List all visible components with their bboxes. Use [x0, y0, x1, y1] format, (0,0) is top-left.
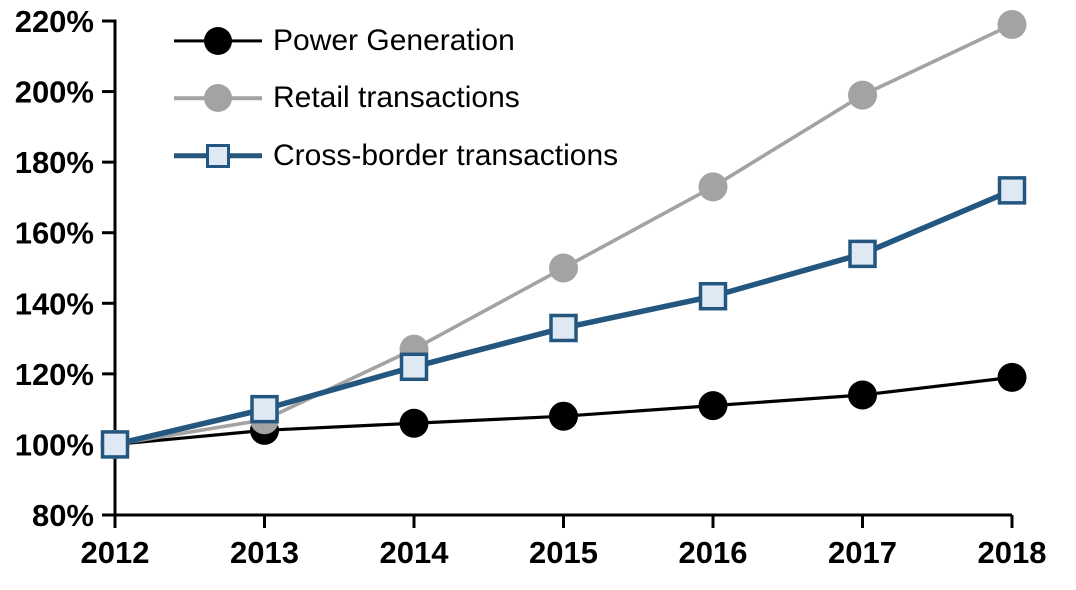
- x-tick-label: 2014: [380, 535, 450, 570]
- marker-cross-border-transactions-2015: [549, 313, 578, 343]
- marker-cross-border-transactions-2016: [698, 281, 728, 311]
- retail-transactions-line-sample: [174, 82, 262, 114]
- legend-item-retail-transactions: Retail transactions: [174, 70, 618, 128]
- marker-retail-transactions-2015: [549, 253, 578, 283]
- marker-retail-transactions-2016: [698, 172, 728, 202]
- power-generation-line-sample: [174, 25, 262, 57]
- square-marker-icon: [206, 143, 230, 168]
- marker-cross-border-transactions-2017: [848, 239, 877, 269]
- marker-cross-border-transactions-2013: [250, 394, 279, 424]
- y-tick-label: 220%: [15, 4, 94, 39]
- y-tick-label: 140%: [15, 286, 94, 321]
- x-tick-label: 2016: [679, 535, 748, 570]
- marker-power-generation-2015: [549, 401, 578, 431]
- y-tick-label: 120%: [15, 357, 94, 392]
- y-tick-label: 200%: [15, 75, 94, 110]
- x-tick-label: 2017: [828, 535, 897, 570]
- y-tick-label: 160%: [15, 216, 94, 251]
- x-tick-label: 2015: [529, 535, 598, 570]
- marker-power-generation-2017: [848, 380, 877, 410]
- legend-item-power-generation: Power Generation: [174, 12, 618, 70]
- x-tick-label: 2012: [81, 535, 150, 570]
- y-tick-label: 80%: [32, 498, 94, 533]
- marker-cross-border-transactions-2012: [100, 430, 130, 459]
- marker-cross-border-transactions-2014: [399, 352, 429, 382]
- legend-label-cross-border-transactions: Cross-border transactions: [273, 138, 619, 172]
- marker-power-generation-2018: [997, 362, 1027, 392]
- cross-border-transactions-line-sample: [174, 140, 262, 172]
- x-tick-label: 2013: [230, 535, 299, 570]
- marker-retail-transactions-2018: [997, 10, 1027, 40]
- marker-cross-border-transactions-2018: [997, 176, 1027, 205]
- circle-marker-icon: [204, 84, 232, 113]
- circle-marker-icon: [204, 26, 232, 55]
- legend-label-power-generation: Power Generation: [273, 23, 515, 57]
- marker-power-generation-2014: [399, 408, 429, 438]
- marker-power-generation-2016: [698, 391, 728, 421]
- legend: Power Generation Retail transactions Cro…: [174, 12, 618, 185]
- legend-item-cross-border-transactions: Cross-border transactions: [174, 127, 618, 185]
- marker-retail-transactions-2017: [848, 80, 877, 110]
- x-tick-label: 2018: [978, 535, 1047, 570]
- y-tick-label: 100%: [15, 427, 94, 462]
- y-tick-label: 180%: [15, 145, 94, 180]
- legend-label-retail-transactions: Retail transactions: [273, 81, 520, 115]
